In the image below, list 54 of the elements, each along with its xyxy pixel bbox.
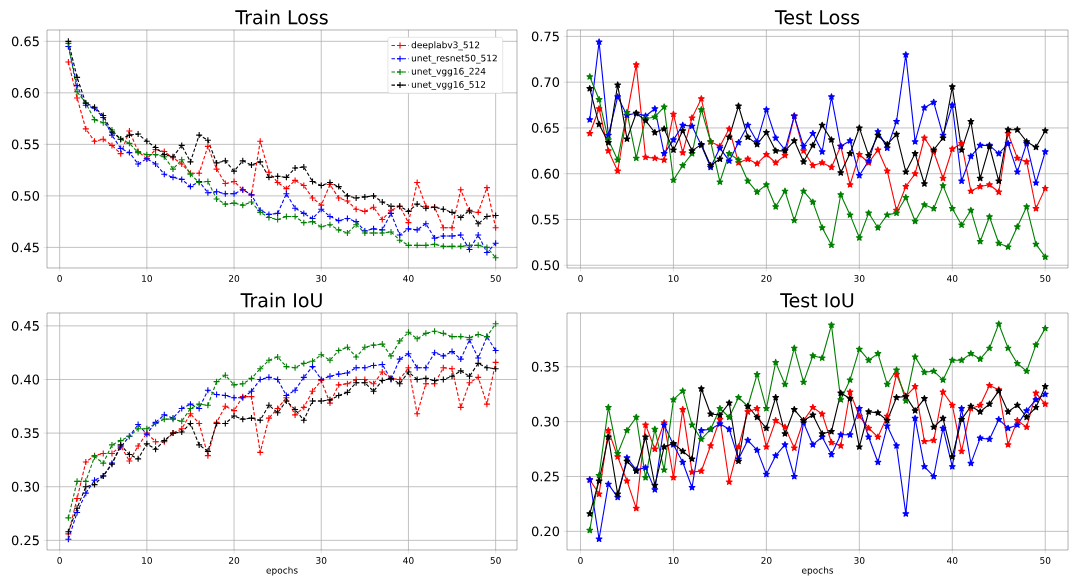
y-tick-label: 0.50 [11,190,40,201]
x-tick-label: 0 [57,275,62,282]
x-tick-label: 10 [668,557,679,564]
x-tick-label: 30 [316,275,327,282]
y-tick-label: 0.70 [531,77,560,88]
x-tick-label: 50 [490,557,501,564]
x-tick-label: 10 [142,557,152,564]
x-tick-label: 0 [578,275,583,282]
x-axis-title: epochs [266,566,298,576]
y-tick-label: 0.45 [11,242,39,253]
chart-title: Train IoU [240,292,322,308]
legend-label: unet_resnet50_512 [411,54,497,64]
y-tick-label: 0.25 [11,535,39,546]
y-tick-label: 0.50 [531,260,560,271]
x-tick-label: 20 [228,557,240,564]
y-tick-label: 0.35 [11,428,39,439]
y-tick-label: 0.35 [531,361,559,372]
y-tick-label: 0.25 [531,471,559,482]
x-axis-title: epochs [801,566,834,576]
legend-label: unet_vgg16_224 [411,67,486,77]
x-tick-label: 10 [142,275,152,282]
x-tick-label: 0 [578,557,583,564]
y-tick-label: 0.65 [531,123,559,133]
x-tick-label: 10 [668,275,679,282]
x-tick-label: 40 [403,275,414,282]
chart-title: Test Loss [774,10,860,25]
y-tick-label: 0.45 [11,320,39,331]
y-tick-label: 0.65 [11,36,39,47]
x-tick-label: 30 [316,557,327,564]
x-tick-label: 40 [947,275,958,282]
y-tick-label: 0.40 [11,374,40,385]
chart-title: Train Loss [235,9,328,25]
legend-label: unet_vgg16_512 [411,81,486,90]
y-tick-label: 0.60 [11,87,40,98]
x-tick-label: 20 [761,557,772,564]
x-tick-label: 30 [854,557,865,564]
y-tick-label: 0.20 [531,526,560,537]
y-tick-label: 0.30 [11,481,40,492]
x-tick-label: 30 [854,275,865,282]
y-tick-label: 0.60 [531,168,560,179]
x-tick-label: 20 [761,275,772,282]
chart-title: Test IoU [780,293,854,308]
y-tick-label: 0.55 [531,214,559,225]
x-tick-label: 20 [228,275,240,282]
x-tick-label: 0 [57,557,62,564]
x-tick-label: 50 [490,275,501,282]
x-tick-label: 40 [947,557,958,564]
y-tick-label: 0.30 [531,416,560,427]
x-tick-label: 40 [403,557,414,564]
legend-label: deeplabv3_512 [411,41,480,51]
y-tick-label: 0.75 [531,31,559,42]
y-tick-label: 0.55 [11,139,39,150]
x-tick-label: 50 [1040,275,1051,282]
x-tick-label: 50 [1040,557,1051,564]
